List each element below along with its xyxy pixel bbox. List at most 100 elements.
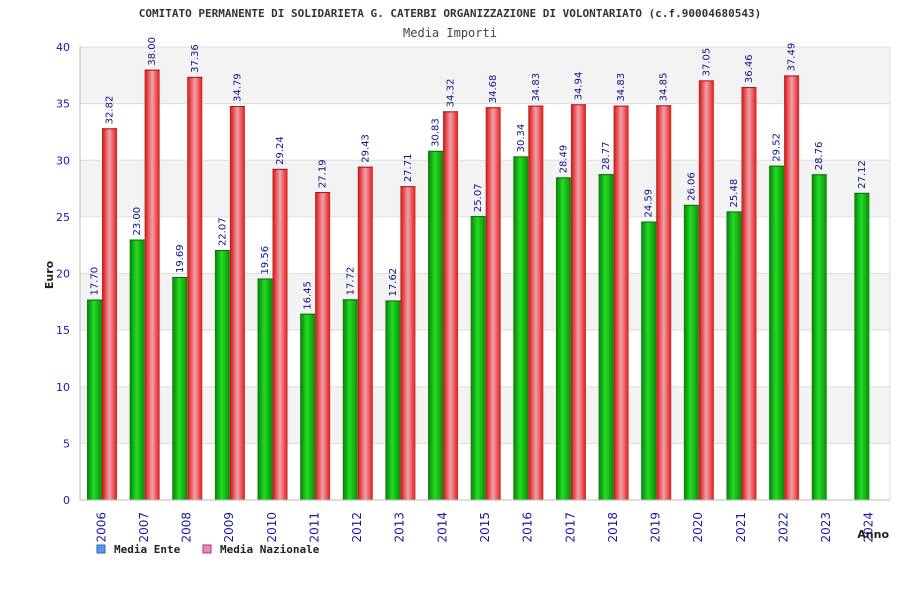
value-label-media-ente-2010: 19.56 xyxy=(260,246,271,275)
x-tick-label: 2012 xyxy=(350,512,364,543)
value-label-media-nazionale-2016: 34.83 xyxy=(531,73,542,102)
value-label-media-ente-2018: 28.77 xyxy=(601,142,612,171)
bar-media-ente-2013 xyxy=(385,300,401,500)
bar-media-ente-2009 xyxy=(214,250,230,500)
x-tick-label: 2010 xyxy=(265,512,279,543)
bar-media-nazionale-2022 xyxy=(784,75,800,500)
legend-label-media-ente: Media Ente xyxy=(114,543,181,556)
value-label-media-nazionale-2011: 27.19 xyxy=(318,159,329,188)
x-tick-label: 2015 xyxy=(478,512,492,543)
bar-media-ente-2017 xyxy=(555,177,571,500)
bar-media-nazionale-2013 xyxy=(400,186,416,500)
bar-media-ente-2022 xyxy=(769,165,785,500)
value-label-media-nazionale-2020: 37.05 xyxy=(701,48,712,77)
axes: 0 5 10 15 20 25 30 35 40 2006 2007 2008 2009 2010 2011… xyxy=(56,41,891,543)
y-tick-label: 20 xyxy=(56,268,70,281)
value-label-media-nazionale-2010: 29.24 xyxy=(275,136,286,165)
value-label-media-ente-2011: 16.45 xyxy=(303,281,314,310)
y-axis-label: Euro xyxy=(43,260,56,289)
bar-media-nazionale-2007 xyxy=(144,69,160,501)
value-label-media-ente-2015: 25.07 xyxy=(473,183,484,212)
value-label-media-ente-2023: 28.76 xyxy=(814,142,825,171)
bar-media-nazionale-2008 xyxy=(187,76,203,500)
bar-media-nazionale-2010 xyxy=(272,168,288,500)
bar-media-nazionale-2012 xyxy=(357,166,373,500)
bar-media-ente-2021 xyxy=(726,211,742,500)
y-tick-label: 30 xyxy=(56,154,70,167)
x-tick-label: 2016 xyxy=(521,512,535,543)
value-label-media-ente-2017: 28.49 xyxy=(558,145,569,174)
y-tick-label: 10 xyxy=(56,381,70,394)
value-label-media-ente-2007: 23.00 xyxy=(132,207,143,236)
legend-label-media-nazionale: Media Nazionale xyxy=(220,543,320,556)
value-label-media-ente-2021: 25.48 xyxy=(729,179,740,208)
bar-media-nazionale-2015 xyxy=(485,107,501,501)
x-tick-label: 2018 xyxy=(606,512,620,543)
bar-media-ente-2023 xyxy=(811,174,827,500)
value-label-media-ente-2024: 27.12 xyxy=(857,160,868,189)
x-tick-label: 2017 xyxy=(563,512,577,543)
x-tick-label: 2013 xyxy=(393,512,407,543)
value-label-media-ente-2008: 19.69 xyxy=(175,244,186,273)
bar-media-ente-2006 xyxy=(87,299,102,500)
x-tick-label: 2023 xyxy=(819,512,833,543)
x-tick-label: 2024 xyxy=(862,512,876,543)
x-tick-label: 2019 xyxy=(649,512,663,543)
value-label-media-nazionale-2018: 34.83 xyxy=(616,73,627,102)
bar-media-nazionale-2018 xyxy=(613,105,629,501)
x-tick-label: 2007 xyxy=(137,512,151,543)
chart-subtitle: Media Importi xyxy=(403,26,497,40)
x-tick-label: 2020 xyxy=(691,512,705,543)
y-tick-label: 40 xyxy=(56,41,70,54)
value-label-media-ente-2016: 30.34 xyxy=(516,124,527,153)
bar-media-nazionale-2019 xyxy=(656,105,672,500)
value-label-media-nazionale-2015: 34.68 xyxy=(488,75,499,104)
bar-media-ente-2008 xyxy=(172,277,188,500)
value-label-media-nazionale-2007: 38.00 xyxy=(147,37,158,66)
bar-media-ente-2012 xyxy=(342,299,358,500)
value-label-media-nazionale-2019: 34.85 xyxy=(659,73,670,102)
bar-media-nazionale-2016 xyxy=(528,105,544,501)
legend-swatch-media-nazionale xyxy=(202,544,212,554)
y-tick-label: 0 xyxy=(63,494,70,507)
value-label-media-ente-2006: 17.70 xyxy=(90,267,101,296)
bar-media-nazionale-2021 xyxy=(741,87,757,500)
value-label-media-nazionale-2022: 37.49 xyxy=(787,43,798,72)
value-label-media-ente-2012: 17.72 xyxy=(345,267,356,296)
value-label-media-nazionale-2012: 29.43 xyxy=(360,134,371,163)
bar-media-ente-2010 xyxy=(257,278,273,500)
bar-media-ente-2024 xyxy=(854,192,870,500)
bar-media-ente-2019 xyxy=(641,221,657,500)
value-label-media-ente-2014: 30.83 xyxy=(431,118,442,147)
x-axis-label: Anno xyxy=(857,528,889,541)
bar-media-nazionale-2006 xyxy=(102,128,117,500)
value-label-media-nazionale-2021: 36.46 xyxy=(744,54,755,83)
y-tick-label: 35 xyxy=(56,98,70,111)
bar-media-ente-2011 xyxy=(300,313,316,500)
x-tick-label: 2022 xyxy=(776,512,790,543)
value-label-media-nazionale-2014: 34.32 xyxy=(446,79,457,108)
value-label-media-nazionale-2008: 37.36 xyxy=(190,44,201,73)
bar-media-nazionale-2009 xyxy=(229,106,245,501)
x-tick-label: 2009 xyxy=(222,512,236,543)
x-tick-label: 2011 xyxy=(307,512,321,543)
x-tick-label: 2006 xyxy=(94,512,108,543)
value-label-media-nazionale-2017: 34.94 xyxy=(573,72,584,101)
bar-media-ente-2007 xyxy=(129,239,145,500)
x-tick-label: 2021 xyxy=(734,512,748,543)
bar-media-ente-2015 xyxy=(470,216,486,500)
value-label-media-ente-2013: 17.62 xyxy=(388,268,399,297)
value-label-media-ente-2022: 29.52 xyxy=(772,133,783,162)
legend-swatch-media-ente xyxy=(96,544,106,554)
bar-media-nazionale-2014 xyxy=(443,111,459,501)
y-tick-label: 5 xyxy=(63,437,70,450)
bar-media-nazionale-2017 xyxy=(570,104,586,500)
chart-title: COMITATO PERMANENTE DI SOLIDARIETA G. CA… xyxy=(139,7,762,20)
x-tick-label: 2008 xyxy=(180,512,194,543)
bar-media-nazionale-2020 xyxy=(698,80,714,500)
x-tick-label: 2014 xyxy=(435,512,449,543)
y-tick-label: 25 xyxy=(56,211,70,224)
y-tick-label: 15 xyxy=(56,324,70,337)
